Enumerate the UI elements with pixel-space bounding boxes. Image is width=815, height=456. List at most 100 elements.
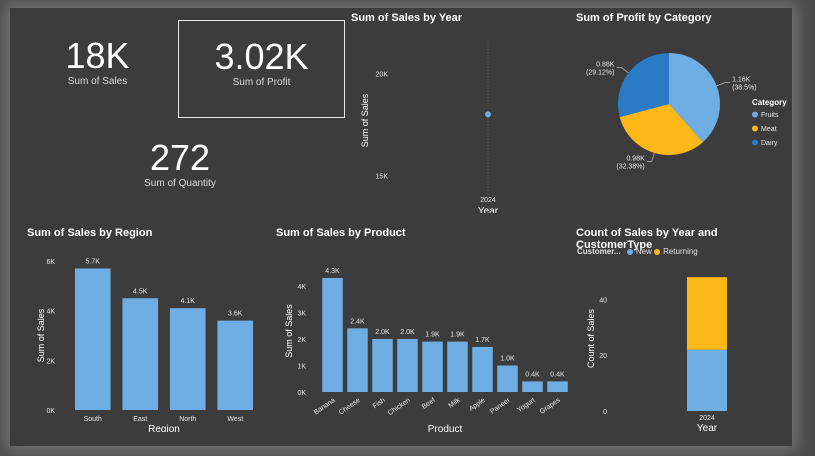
stack-segment-new [687,349,727,411]
y-tick-label: 15K [376,174,389,181]
customer-type-legend-title: Customer... [577,247,621,256]
pie-value-label: 0.98K [626,155,645,162]
pie-legend-dot [752,125,758,132]
pie-value-label: 0.88K [596,61,615,68]
bar-data-label: 0.4K [525,371,540,378]
y-tick-label: 20 [599,353,607,360]
x-tick-label: Paneer [489,397,512,416]
legend-item-returning[interactable]: Returning [654,247,698,256]
pie-percent-label: (38.5%) [732,85,757,92]
bar [217,320,254,410]
bar-data-label: 1.0K [500,355,515,362]
y-tick-label: 6K [46,259,55,266]
y-tick-label: 4K [46,309,55,316]
kpi-quantity-value: 272 [149,137,211,178]
bar [422,341,443,392]
y-tick-label: 0 [603,409,607,416]
stack-segment-returning [687,277,727,350]
bar-data-label: 2.4K [350,318,365,325]
legend-returning-dot [654,248,661,255]
x-tick-label: Cheese [338,397,362,417]
x-tick-label: East [133,416,147,423]
bar [372,338,393,392]
pie-legend-dot [752,139,758,146]
bar [122,298,159,410]
x-tick-label: South [84,416,102,423]
pie-percent-label: (29.12%) [586,69,614,76]
x-axis-label: Region [148,424,180,432]
y-axis-label: Sum of Sales [284,304,294,358]
bar-data-label: 1.9K [450,332,465,339]
customer-type-legend: Customer... New Returning [577,247,698,256]
bar [169,308,206,410]
y-tick-label: 0K [46,408,55,415]
y-axis-label: Sum of Sales [36,308,46,362]
x-tick-label: North [179,416,196,423]
sales-by-product-title: Sum of Sales by Product [276,227,406,239]
kpi-profit-label: Sum of Profit [232,77,291,88]
y-tick-label: 2K [46,358,55,365]
kpi-quantity-card[interactable]: 272 Sum of Quantity [100,137,260,190]
bar-data-label: 4.3K [325,268,340,275]
pie-legend-title: Category [752,98,787,107]
pie-percent-label: (32.38%) [616,163,644,170]
sales-by-year-chart[interactable]: 20K 15K Sum of Sales 2024 Year [348,28,568,213]
x-tick-label: Milk [447,397,462,410]
y-tick-label: 0K [297,390,306,397]
kpi-sales-card[interactable]: 18K Sum of Sales [20,35,175,88]
bar [397,338,418,392]
x-tick-label: 2024 [480,197,496,204]
kpi-quantity-label: Sum of Quantity [144,178,216,189]
legend-returning-label: Returning [663,247,698,256]
x-axis-label: Product [428,424,463,432]
x-tick-label: Chicken [387,397,412,417]
bar [74,268,111,410]
bar-data-label: 1.9K [425,332,440,339]
sales-by-product-chart[interactable]: 0K 1K 2K 3K 4K Sum of Sales 4.3K Banana 2.4K Chee… [272,242,570,432]
kpi-sales-value: 18K [65,35,130,76]
bar-data-label: 4.1K [181,298,196,305]
sales-by-year-title: Sum of Sales by Year [351,12,463,24]
bar-data-label: 2.0K [400,329,415,336]
pie-value-label: 1.16K [732,77,751,84]
y-tick-label: 1K [297,363,306,370]
x-tick-label: Beef [421,397,437,411]
y-tick-label: 3K [297,310,306,317]
y-tick-label: 4K [297,284,306,291]
bar [447,341,468,392]
kpi-sales-label: Sum of Sales [67,76,128,87]
x-tick-label: Apple [468,397,487,413]
x-tick-label: Fish [372,397,387,410]
bar-data-label: 3.6K [228,311,243,318]
kpi-profit-value: 3.02K [214,36,309,77]
bar [322,277,343,392]
legend-new-dot [626,248,633,255]
report-page: 18K Sum of Sales 3.02K Sum of Profit 272… [10,8,792,446]
count-by-year-customer-title: Count of Sales by Year and CustomerType [576,227,718,251]
x-axis-label: Year [697,423,718,434]
pie-slice-meat [619,104,703,156]
bar-data-label: 2.0K [375,329,390,336]
x-tick-label: West [227,416,243,423]
bar [497,365,518,392]
kpi-profit-card[interactable]: 3.02K Sum of Profit [178,20,345,118]
pie-slice-fruits [669,53,720,143]
profit-by-category-title: Sum of Profit by Category [576,12,712,24]
legend-new-label: New [635,247,652,256]
kpi-profit-content: 3.02K Sum of Profit [179,36,344,89]
sales-by-region-chart[interactable]: 0K 2K 4K 6K Sum of Sales 5.7K South 4.5K East 4.1… [22,242,262,432]
x-tick-label: Grapes [539,397,562,416]
pie-legend-label: Meat [761,126,777,133]
legend-item-new[interactable]: New [626,247,652,256]
pie-legend-dot [752,111,758,118]
pie-leader-line [716,82,731,87]
y-tick-label: 2K [297,337,306,344]
bar-data-label: 5.7K [86,258,101,265]
y-tick-label: 20K [376,72,389,79]
y-tick-label: 40 [599,297,607,304]
sales-by-region-title: Sum of Sales by Region [27,227,153,239]
bar [347,328,368,392]
profit-by-category-chart[interactable]: 1.16K(38.5%) 0.98K(32.38%) 0.88K(29.12%) Ca… [576,30,790,190]
